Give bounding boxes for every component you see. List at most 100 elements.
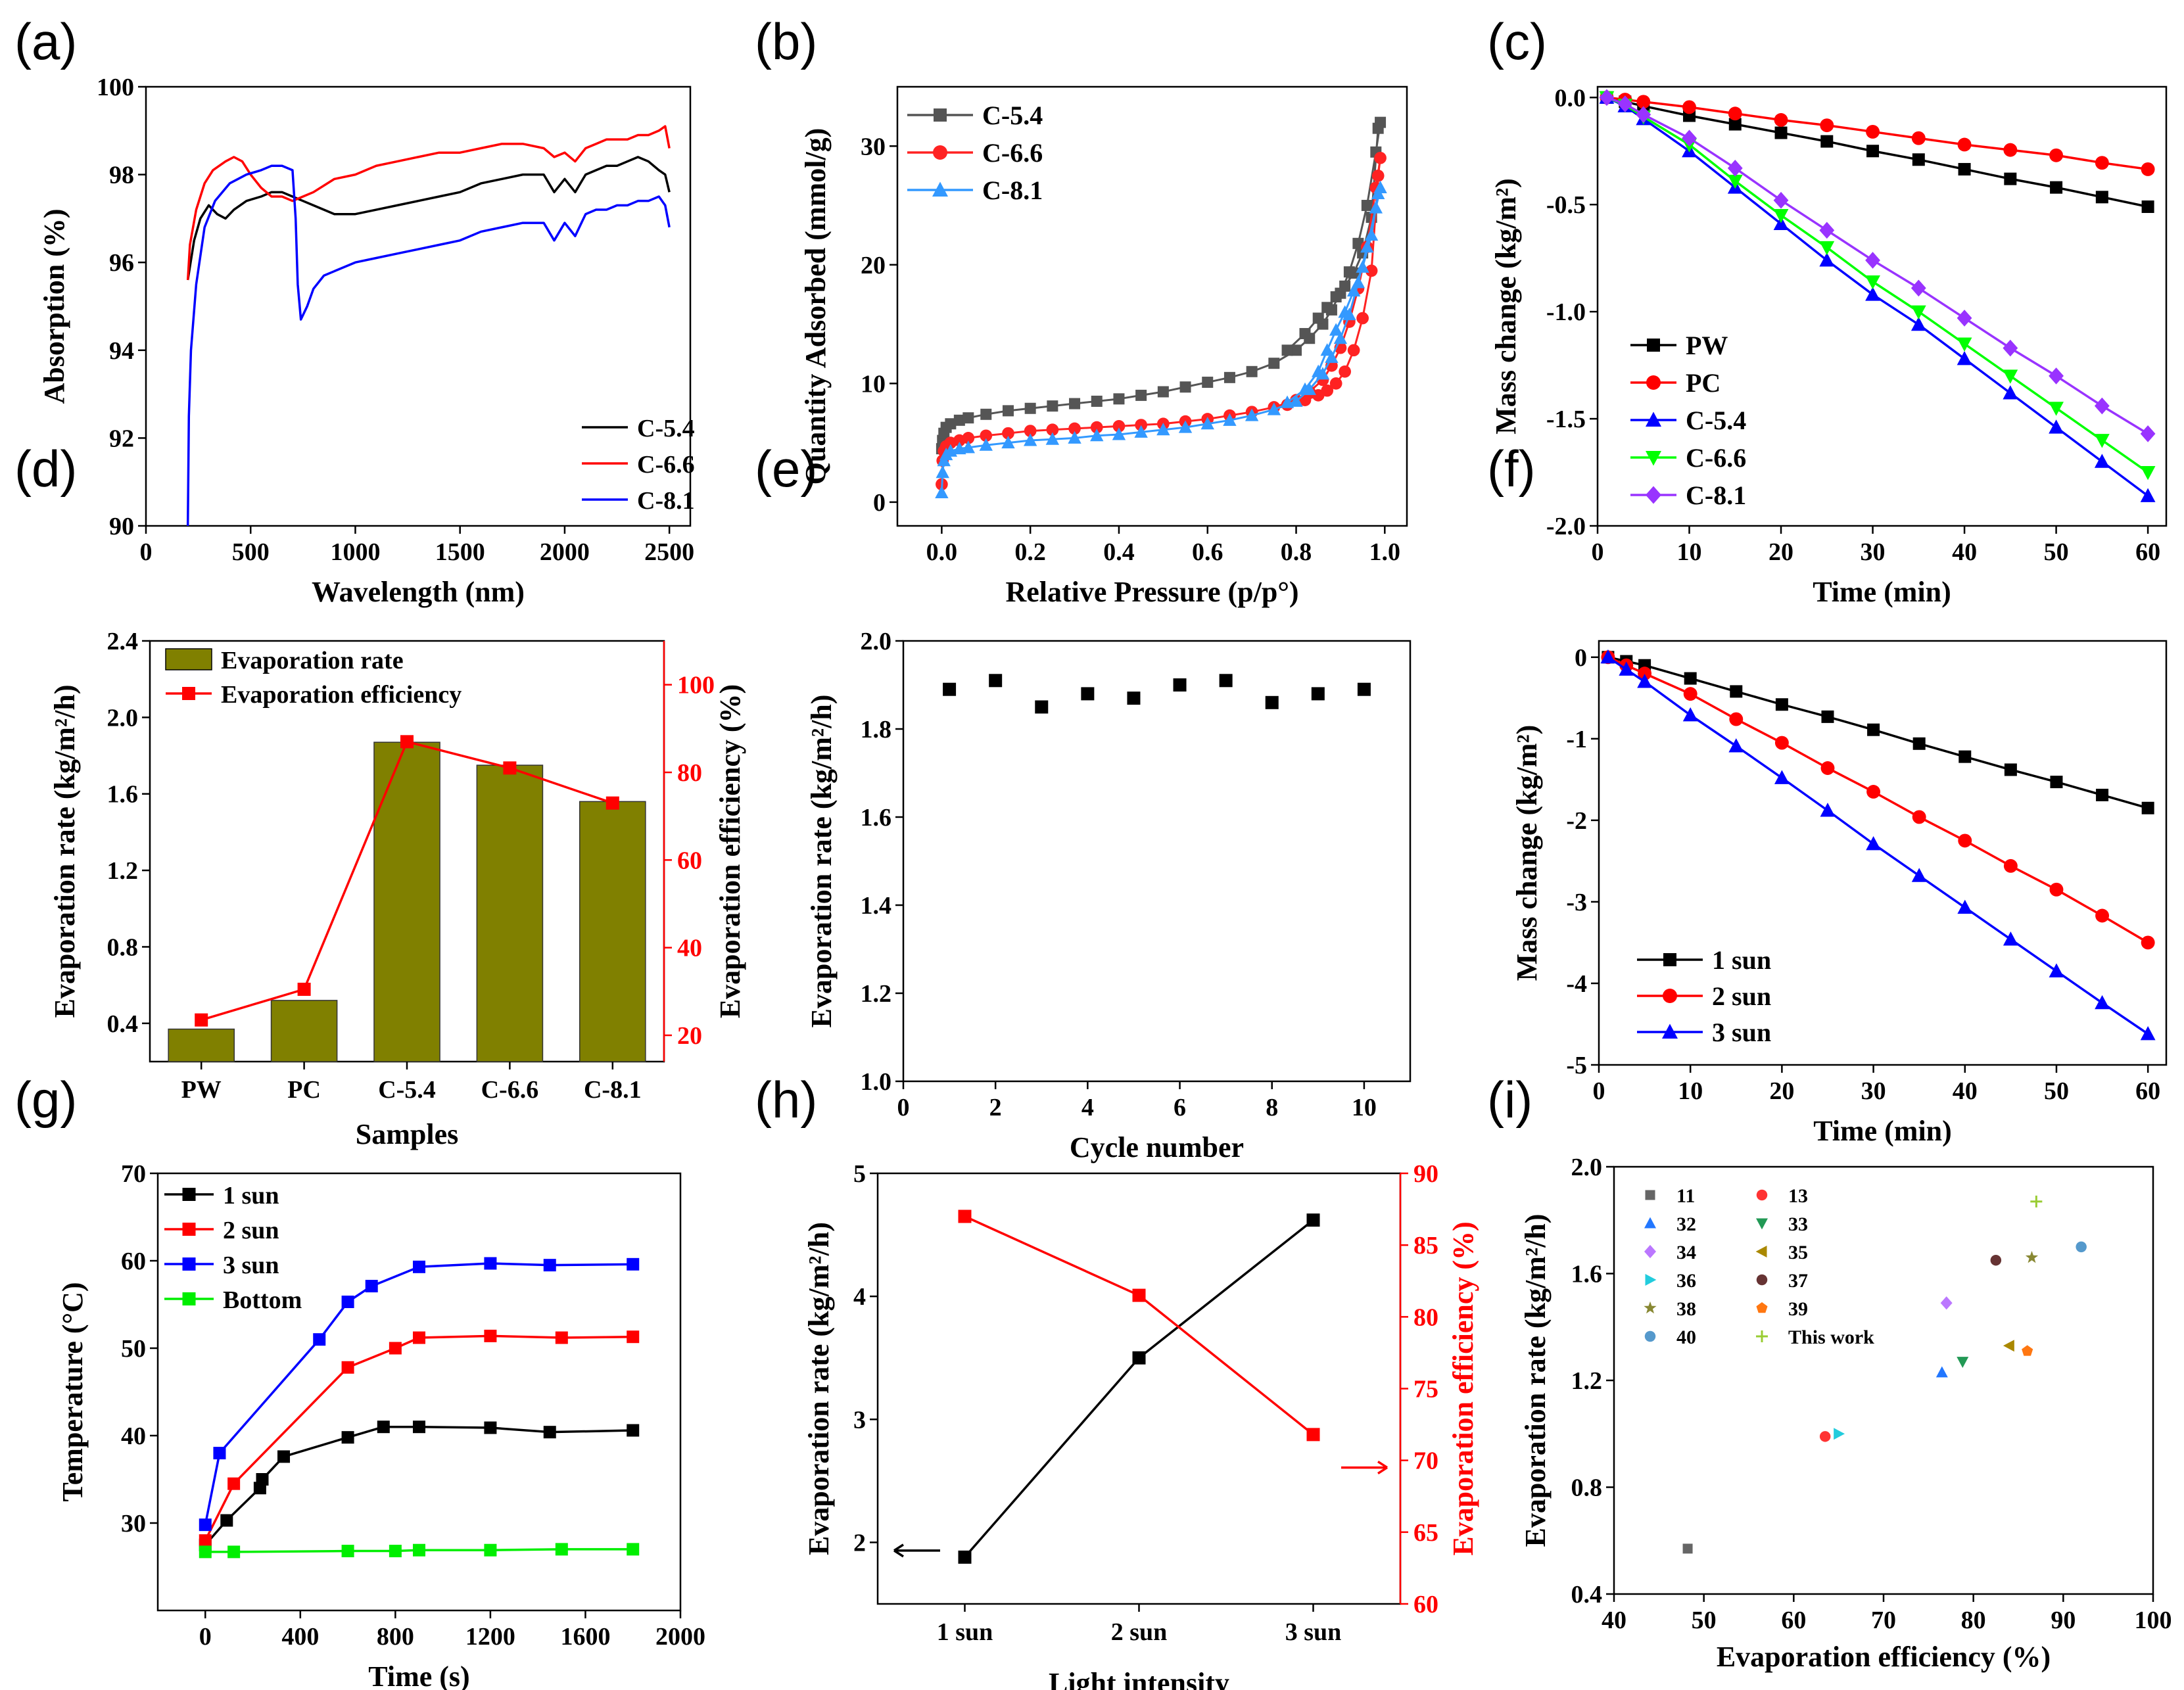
data-point xyxy=(1774,113,1788,127)
data-point xyxy=(1773,191,1789,209)
x-tick-label: 0.4 xyxy=(1103,538,1135,566)
data-point xyxy=(1912,810,1926,824)
legend-label: C-6.6 xyxy=(982,138,1043,168)
data-point xyxy=(1112,427,1126,440)
data-point xyxy=(2049,963,2064,977)
plot-frame xyxy=(876,1172,1402,1605)
data-point xyxy=(2141,801,2154,814)
data-point xyxy=(2141,935,2155,950)
data-point xyxy=(1911,316,1926,331)
data-point xyxy=(1957,137,1972,152)
legend-label: C-8.1 xyxy=(1686,481,1746,510)
y-tick-label: 2.4 xyxy=(107,628,139,655)
legend-marker xyxy=(182,1188,196,1201)
bar-PC xyxy=(270,1000,338,1062)
data-point xyxy=(220,1514,233,1527)
data-point xyxy=(1911,131,1926,145)
data-point xyxy=(1069,398,1081,410)
plot-frame xyxy=(1596,85,2168,527)
legend-label: Evaporation efficiency xyxy=(221,681,462,709)
data-point xyxy=(1774,770,1790,784)
legend-marker xyxy=(1663,953,1676,966)
series-line-Evaporation efficiency xyxy=(964,1215,1314,1436)
data-point xyxy=(1820,761,1835,775)
data-point xyxy=(2003,858,2018,873)
data-point xyxy=(1911,868,1927,882)
x-tick-label: 20 xyxy=(1769,1077,1794,1105)
data-point xyxy=(958,1209,972,1223)
data-point xyxy=(297,983,311,996)
legend-label: 35 xyxy=(1788,1242,1808,1263)
legend-item: 13 xyxy=(1756,1185,1808,1207)
bar-PW xyxy=(168,1028,235,1062)
data-point xyxy=(1091,395,1103,407)
legend-marker xyxy=(1756,1302,1768,1313)
series-line-C-5.4 xyxy=(1606,96,2149,497)
data-point-39 xyxy=(2022,1345,2033,1356)
data-point xyxy=(413,1331,425,1344)
y-axis-label: Mass change (kg/m²) xyxy=(1490,178,1522,434)
legend-label: C-8.1 xyxy=(982,176,1043,205)
legend-item: 1 sun xyxy=(1637,945,1771,975)
data-point-32 xyxy=(1935,1366,1948,1378)
data-point xyxy=(2095,908,2110,923)
x-tick-label: 40 xyxy=(1953,1077,1978,1105)
data-point xyxy=(199,1534,212,1547)
x-tick-label: 1000 xyxy=(330,538,380,566)
x-axis-label: Wavelength (nm) xyxy=(312,576,525,608)
data-point xyxy=(2140,466,2156,481)
data-point xyxy=(627,1424,640,1437)
y2-tick-label: 20 xyxy=(677,1022,702,1050)
x-tick-label: 1500 xyxy=(435,538,485,566)
legend-item: Bottom xyxy=(164,1286,302,1314)
legend-marker xyxy=(182,1223,196,1236)
data-point xyxy=(1265,695,1279,709)
data-point xyxy=(1090,429,1104,442)
data-point xyxy=(1819,252,1835,267)
legend-item: C-5.4 xyxy=(1630,406,1746,435)
data-point xyxy=(2096,788,2109,801)
y-tick-label: 5 xyxy=(853,1160,866,1188)
legend-label: C-5.4 xyxy=(982,101,1043,130)
y-tick-label: -0.5 xyxy=(1546,191,1586,219)
y-axis-label: Temperature (°C) xyxy=(57,1282,89,1501)
legend-marker xyxy=(1662,1023,1678,1039)
data-point xyxy=(627,1543,640,1556)
legend-marker xyxy=(1756,1189,1768,1201)
y-tick-label: -1.0 xyxy=(1546,298,1586,326)
bar-C-5.4 xyxy=(373,741,440,1062)
y-tick-label: 1.4 xyxy=(861,892,892,920)
data-point xyxy=(2049,402,2064,416)
data-point xyxy=(1299,328,1311,340)
data-point xyxy=(199,1518,212,1532)
x-tick-label: 1600 xyxy=(560,1623,610,1651)
x-tick-label: 1200 xyxy=(465,1623,515,1651)
data-point xyxy=(1132,1351,1146,1365)
panel-g: (g) 0 400 800 1200 1600 2000 30 40 50 60 70 Time (s)… xyxy=(14,1071,705,1690)
legend-label: 2 sun xyxy=(1712,981,1771,1011)
data-point xyxy=(1312,389,1325,402)
data-point xyxy=(2004,763,2017,776)
data-point xyxy=(313,1333,326,1346)
data-point xyxy=(341,1431,354,1444)
data-point xyxy=(400,735,414,749)
legend-item: C-8.1 xyxy=(582,487,695,515)
data-point xyxy=(1957,899,1973,914)
legend-label: 36 xyxy=(1676,1270,1696,1292)
data-point xyxy=(980,408,992,420)
data-point xyxy=(1911,305,1926,320)
data-point xyxy=(1347,344,1360,357)
data-point xyxy=(1958,833,1972,848)
x-tick-label: 50 xyxy=(1692,1607,1717,1634)
data-point xyxy=(227,1545,241,1559)
data-point xyxy=(1023,433,1037,446)
x-tick-label: 0 xyxy=(1592,538,1604,566)
y-tick-label: 0.0 xyxy=(1555,84,1586,112)
legend-item: 32 xyxy=(1644,1213,1696,1235)
data-point xyxy=(1330,291,1342,303)
x-tick-label: 0.6 xyxy=(1192,538,1223,566)
data-point xyxy=(1200,417,1214,430)
data-point xyxy=(945,418,957,430)
y-tick-label: 94 xyxy=(109,337,134,365)
series-line-C-8.1 xyxy=(186,164,671,527)
